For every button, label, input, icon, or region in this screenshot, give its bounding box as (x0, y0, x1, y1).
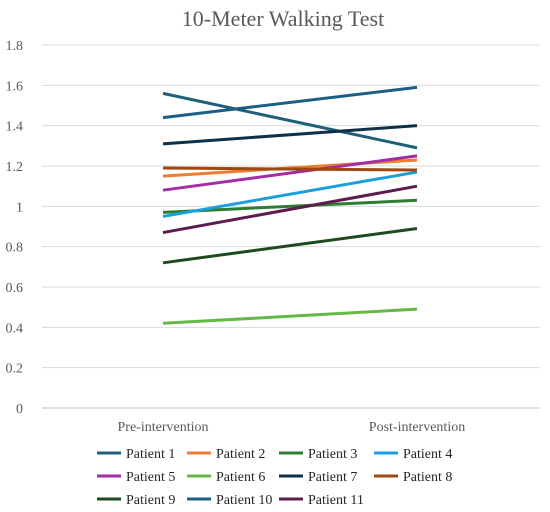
series-line-patient-4 (162, 170, 418, 218)
series-line-patient-7 (162, 124, 418, 146)
y-tick-label: 0.2 (6, 362, 24, 377)
y-tick-label: 0 (16, 402, 23, 417)
x-axis: Pre-intervention Post-intervention (118, 420, 466, 435)
y-tick-label: 1.4 (6, 120, 24, 135)
series-line-patient-6 (162, 307, 418, 325)
legend: Patient 1 Patient 2 Patient 3 Patient 4 Pati… (97, 447, 452, 508)
y-axis: 0 0.2 0.4 0.6 0.8 1 1.2 1.4 1.6 1.8 (6, 39, 24, 417)
legend-label: Patient 5 (126, 470, 175, 485)
plot-area (162, 85, 418, 325)
y-tick-label: 0.8 (6, 241, 24, 256)
legend-label: Patient 3 (308, 447, 357, 462)
chart-title: 10-Meter Walking Test (182, 6, 384, 31)
y-tick-label: 1.6 (6, 79, 24, 94)
x-tick-label: Pre-intervention (118, 420, 209, 435)
series-line-patient-9 (162, 227, 418, 265)
y-tick-label: 0.6 (6, 281, 24, 296)
series-line-patient-5 (162, 154, 418, 192)
legend-label: Patient 4 (403, 447, 452, 462)
y-tick-label: 1.8 (6, 39, 24, 54)
y-tick-label: 1 (16, 200, 23, 215)
legend-label: Patient 8 (403, 470, 452, 485)
legend-label: Patient 10 (216, 493, 272, 508)
legend-label: Patient 6 (216, 470, 265, 485)
x-tick-label: Post-intervention (369, 420, 465, 435)
legend-label: Patient 7 (308, 470, 357, 485)
gridlines (42, 44, 540, 409)
series-line-patient-1 (162, 91, 418, 150)
y-tick-label: 1.2 (6, 160, 24, 175)
legend-label: Patient 11 (308, 493, 364, 508)
legend-label: Patient 1 (126, 447, 175, 462)
legend-label: Patient 2 (216, 447, 265, 462)
legend-label: Patient 9 (126, 493, 175, 508)
series-line-patient-8 (162, 166, 418, 172)
series-line-patient-11 (162, 184, 418, 235)
y-tick-label: 0.4 (6, 321, 24, 336)
series-line-patient-10 (162, 85, 418, 120)
